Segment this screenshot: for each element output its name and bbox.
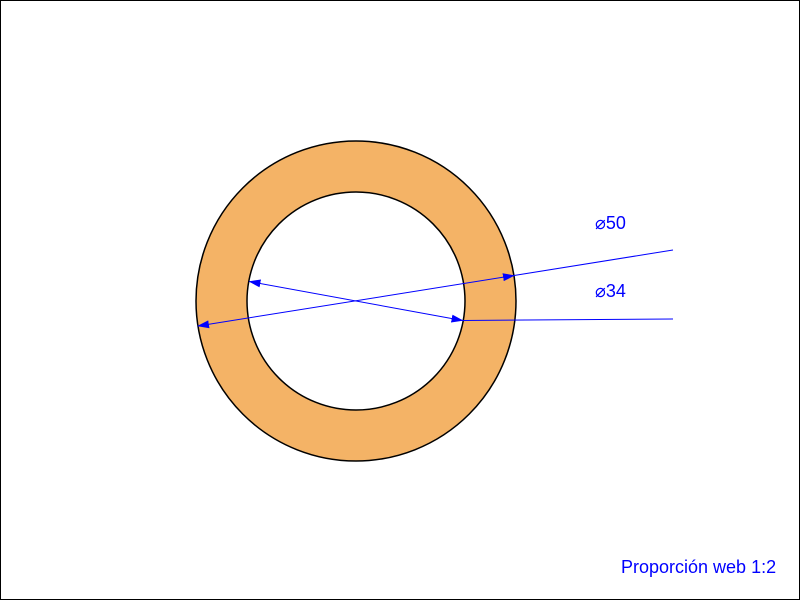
dimension-label-outer: ⌀50 [595, 213, 626, 233]
footer-scale-label: Proporción web 1:2 [621, 557, 776, 577]
dimension-label-inner: ⌀34 [595, 281, 626, 301]
dimension-extension-outer [514, 250, 673, 276]
ring-diagram-svg: ⌀50 ⌀34 Proporción web 1:2 [1, 1, 800, 601]
diagram-canvas: ⌀50 ⌀34 Proporción web 1:2 [0, 0, 800, 600]
dimension-leader-inner [250, 282, 463, 321]
